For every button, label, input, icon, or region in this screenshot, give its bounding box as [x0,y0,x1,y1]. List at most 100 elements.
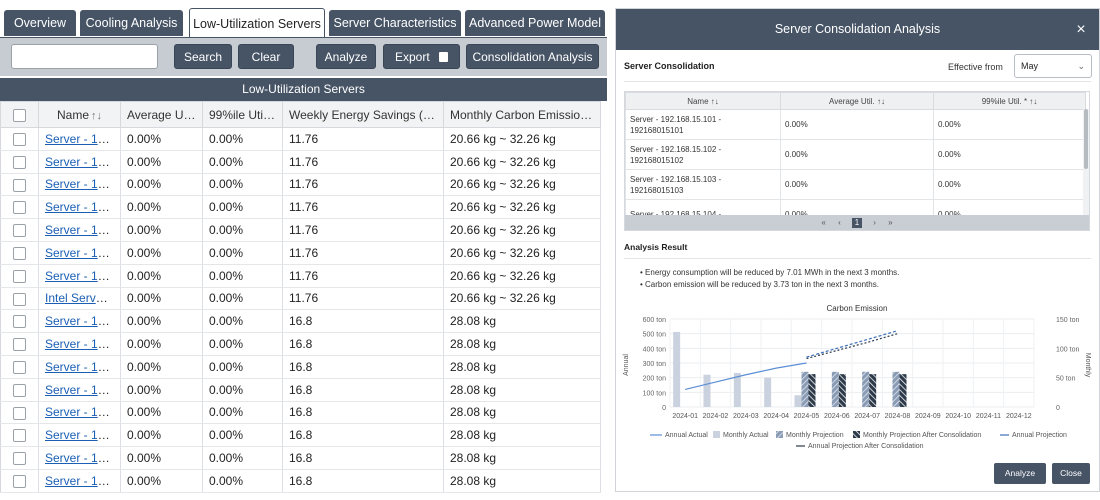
export-button[interactable]: Export [383,44,460,69]
table-row[interactable]: Server - 19... 0.00% 0.00% 11.76 20.66 kg ~ … [0,127,601,151]
table-row[interactable]: Server - 19... 0.00% 0.00% 11.76 20.66 kg ~ … [0,241,601,265]
table-row[interactable]: Server - 19... 0.00% 0.00% 16.8 28.08 kg [0,355,601,379]
column-header-weekly-energy[interactable]: Weekly Energy Savings (kW... [282,101,444,128]
row-checkbox[interactable] [13,383,26,397]
cell-name[interactable]: Server - 19... [38,218,121,242]
subgrid-row[interactable]: Server - 192.168.15.101 - 192168015101 0.… [625,109,1086,140]
clear-button[interactable]: Clear [238,44,294,69]
row-checkbox[interactable] [13,178,26,192]
table-row[interactable]: Server - 19... 0.00% 0.00% 11.76 20.66 kg ~ … [0,150,601,174]
cell-name[interactable]: Intel Server... [38,287,121,311]
table-row[interactable]: Server - 19... 0.00% 0.00% 11.76 20.66 kg ~ … [0,264,601,288]
row-checkbox[interactable] [13,406,26,420]
cell-name[interactable]: Server - 19... [38,127,121,151]
prev-page-button[interactable]: ‹ [838,218,841,227]
row-checkbox[interactable] [13,361,26,375]
row-checkbox-cell[interactable] [0,423,39,448]
page-1-button[interactable]: 1 [852,218,862,228]
server-link[interactable]: Server - 19... [45,473,115,488]
column-header-99ile-util[interactable]: 99%ile Util. ... [202,101,283,128]
cell-name[interactable]: Server - 19... [38,264,121,288]
row-checkbox-cell[interactable] [0,355,39,379]
table-row[interactable]: Server - 19... 0.00% 0.00% 11.76 20.66 kg ~ … [0,173,601,197]
table-row[interactable]: Server - 19... 0.00% 0.00% 16.8 28.08 kg [0,446,601,470]
column-header-average-util[interactable]: Average Uti... [120,101,203,128]
server-link[interactable]: Server - 19... [45,428,115,443]
tab-low-utilization-servers[interactable]: Low-Utilization Servers [189,8,325,38]
server-link[interactable]: Server - 19... [45,382,115,397]
table-row[interactable]: Server - 19... 0.00% 0.00% 16.8 28.08 kg [0,332,601,356]
sort-icon[interactable]: ↑↓ [710,96,719,106]
table-row[interactable]: Server - 19... 0.00% 0.00% 11.76 20.66 kg ~ … [0,195,601,220]
row-checkbox-cell[interactable] [0,469,39,493]
row-checkbox-cell[interactable] [0,241,39,265]
subgrid-header-name[interactable]: Name ↑↓ [625,92,781,110]
subgrid-row[interactable]: Server - 192.168.15.103 - 192168015103 0.… [625,169,1086,200]
search-button[interactable]: Search [174,44,232,69]
row-checkbox-cell[interactable] [0,446,39,470]
server-link[interactable]: Server - 19... [45,245,115,260]
row-checkbox[interactable] [13,155,26,169]
row-checkbox[interactable] [13,269,26,283]
server-link[interactable]: Server - 19... [45,154,115,169]
tab-advanced-power-model[interactable]: Advanced Power Model [465,10,605,36]
row-checkbox[interactable] [13,292,26,306]
cell-name[interactable]: Server - 19... [38,332,121,356]
table-row[interactable]: Server - 19... 0.00% 0.00% 16.8 28.08 kg [0,423,601,448]
close-icon[interactable]: × [1076,21,1086,38]
cell-name[interactable]: Server - 19... [38,446,121,470]
column-header-name[interactable]: Name ↑↓ [38,101,121,128]
server-link[interactable]: Server - 19... [45,268,115,283]
server-link[interactable]: Intel Server... [45,291,116,306]
server-link[interactable]: Server - 19... [45,177,115,192]
sort-icon[interactable]: ↑↓ [1029,96,1038,106]
table-row[interactable]: Server - 19... 0.00% 0.00% 11.76 20.66 kg ~ … [0,218,601,242]
row-checkbox[interactable] [13,315,26,329]
cell-name[interactable]: Server - 19... [38,423,121,448]
row-checkbox-cell[interactable] [0,401,39,425]
row-checkbox-cell[interactable] [0,264,39,288]
server-link[interactable]: Server - 19... [45,451,115,466]
server-link[interactable]: Server - 19... [45,337,115,352]
server-link[interactable]: Server - 19... [45,131,115,146]
server-link[interactable]: Server - 19... [45,200,115,215]
row-checkbox-cell[interactable] [0,195,39,220]
effective-from-select[interactable]: May ⌄ [1014,54,1092,78]
row-checkbox[interactable] [13,338,26,352]
cell-name[interactable]: Server - 19... [38,150,121,174]
scrollbar[interactable] [1083,109,1089,215]
server-link[interactable]: Server - 19... [45,359,115,374]
tab-server-characteristics[interactable]: Server Characteristics [329,10,461,36]
table-row[interactable]: Server - 19... 0.00% 0.00% 16.8 28.08 kg [0,378,601,402]
cell-name[interactable]: Server - 19... [38,355,121,379]
tab-overview[interactable]: Overview [4,10,76,36]
subgrid-header-average-util[interactable]: Average Util. ↑↓ [780,92,934,110]
sort-icon[interactable]: ↑↓ [91,109,102,122]
row-checkbox[interactable] [13,247,26,261]
search-input[interactable] [11,44,158,69]
row-checkbox-cell[interactable] [0,378,39,402]
cell-name[interactable]: Server - 19... [38,469,121,493]
row-checkbox-cell[interactable] [0,332,39,356]
modal-analyze-button[interactable]: Analyze [994,463,1046,484]
row-checkbox-cell[interactable] [0,287,39,311]
select-all-checkbox[interactable] [13,108,26,122]
row-checkbox-cell[interactable] [0,127,39,151]
table-row[interactable]: Intel Server... 0.00% 0.00% 11.76 20.66 kg ~… [0,287,601,311]
row-checkbox-cell[interactable] [0,173,39,197]
row-checkbox[interactable] [13,452,26,466]
analyze-button[interactable]: Analyze [316,44,376,69]
first-page-button[interactable]: « [821,218,826,227]
table-row[interactable]: Server - 19... 0.00% 0.00% 16.8 28.08 kg [0,401,601,425]
scrollbar-thumb[interactable] [1084,109,1088,169]
row-checkbox[interactable] [13,475,26,489]
row-checkbox-cell[interactable] [0,309,39,334]
select-all-header[interactable] [0,101,39,128]
server-link[interactable]: Server - 19... [45,223,115,238]
cell-name[interactable]: Server - 19... [38,309,121,334]
cell-name[interactable]: Server - 19... [38,241,121,265]
row-checkbox[interactable] [13,224,26,238]
row-checkbox[interactable] [13,133,26,147]
cell-name[interactable]: Server - 19... [38,173,121,197]
row-checkbox-cell[interactable] [0,150,39,174]
